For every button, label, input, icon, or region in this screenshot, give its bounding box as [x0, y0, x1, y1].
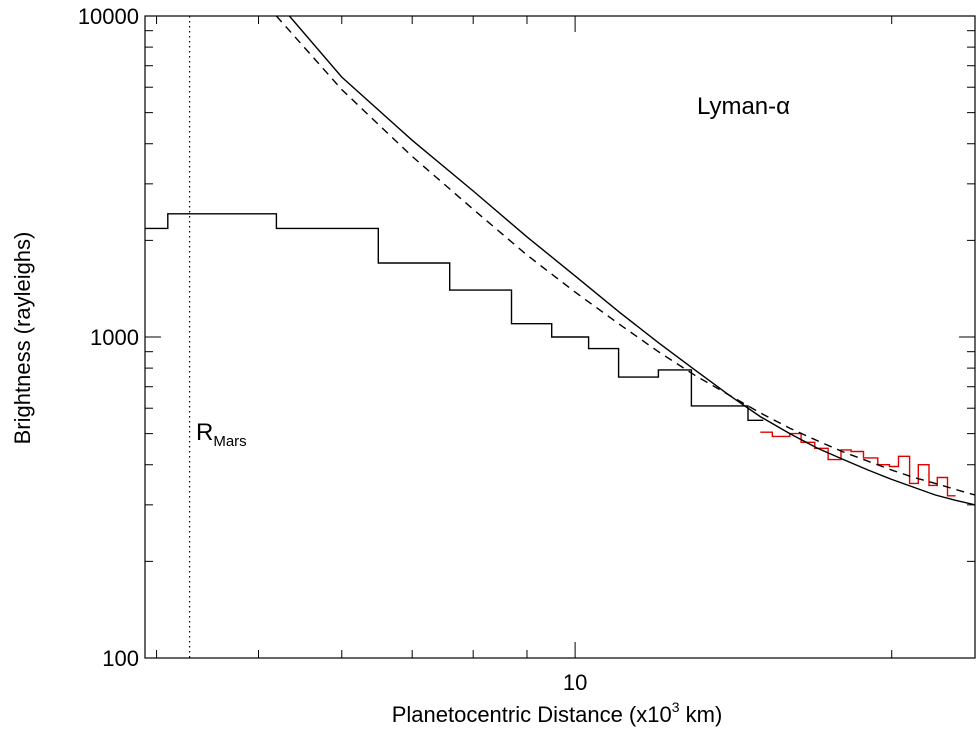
series-line-3: [288, 16, 975, 506]
series-line-2: [760, 431, 956, 497]
series-group: [145, 16, 975, 658]
plot-frame: [144, 15, 976, 659]
rmars-label-subscript: Mars: [213, 433, 246, 450]
y-axis-title: Brightness (rayleighs): [10, 232, 35, 445]
x-axis-title-main: Planetocentric Distance (x10: [392, 702, 672, 727]
y-tick-label: 1000: [90, 325, 139, 350]
x-axis-title-suffix: km): [680, 702, 723, 727]
y-tick-label: 10000: [78, 4, 139, 29]
rmars-label: RMars: [196, 419, 247, 450]
x-tick-label: 10: [563, 670, 587, 695]
x-axis-title-superscript: 3: [672, 699, 680, 715]
label-group: Brightness (rayleighs) Planetocentric Di…: [10, 4, 790, 727]
rmars-label-main: R: [196, 419, 213, 446]
x-axis-title: Planetocentric Distance (x103 km): [392, 699, 723, 727]
series-line-4: [275, 16, 975, 496]
lyman-alpha-label: Lyman-α: [697, 93, 790, 120]
series-line-1: [145, 213, 764, 421]
y-tick-label: 100: [102, 646, 139, 671]
